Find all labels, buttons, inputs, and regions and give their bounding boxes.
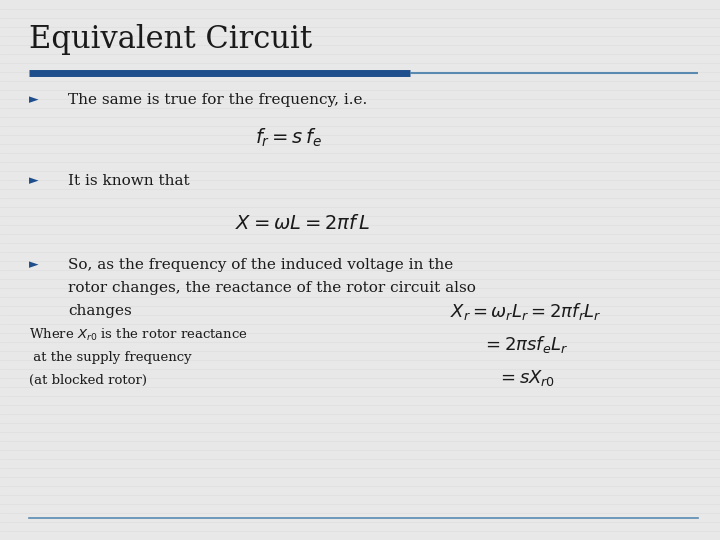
Text: $X = \omega L = 2\pi f\, L$: $X = \omega L = 2\pi f\, L$ xyxy=(235,213,370,233)
Text: Where $X_{r0}$ is the rotor reactance: Where $X_{r0}$ is the rotor reactance xyxy=(29,327,248,343)
Text: $= s X_{r0}$: $= s X_{r0}$ xyxy=(497,368,554,388)
Text: So, as the frequency of the induced voltage in the: So, as the frequency of the induced volt… xyxy=(68,258,454,272)
Text: ►: ► xyxy=(29,174,38,187)
Text: at the supply frequency: at the supply frequency xyxy=(29,351,192,364)
Text: Equivalent Circuit: Equivalent Circuit xyxy=(29,24,312,55)
Text: It is known that: It is known that xyxy=(68,174,190,188)
Text: ►: ► xyxy=(29,258,38,271)
Text: $X_r = \omega_r L_r = 2\pi f_r L_r$: $X_r = \omega_r L_r = 2\pi f_r L_r$ xyxy=(450,301,601,321)
Text: $= 2\pi s f_e L_r$: $= 2\pi s f_e L_r$ xyxy=(482,334,569,355)
Text: changes: changes xyxy=(68,304,132,318)
Text: The same is true for the frequency, i.e.: The same is true for the frequency, i.e. xyxy=(68,93,368,107)
Text: (at blocked rotor): (at blocked rotor) xyxy=(29,374,147,387)
Text: rotor changes, the reactance of the rotor circuit also: rotor changes, the reactance of the roto… xyxy=(68,281,476,295)
Text: ►: ► xyxy=(29,93,38,106)
Text: $f_r = s\, f_e$: $f_r = s\, f_e$ xyxy=(255,126,321,149)
